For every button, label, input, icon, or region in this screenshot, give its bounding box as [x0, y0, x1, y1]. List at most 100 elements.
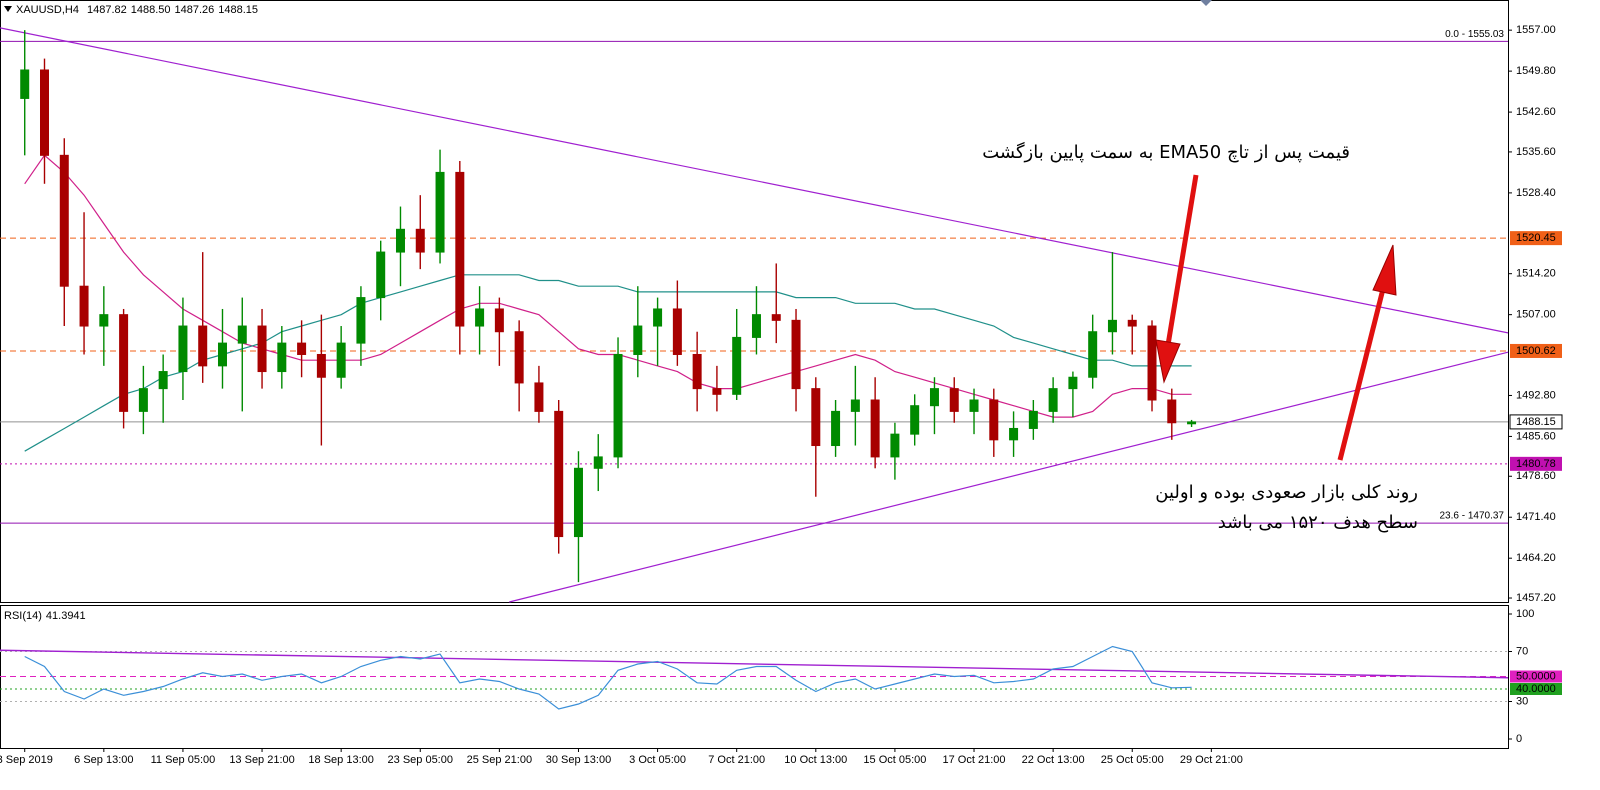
rsi-level-box: [1510, 670, 1562, 683]
symbol-menu-icon[interactable]: [4, 6, 12, 12]
candle-body: [297, 342, 307, 355]
open-label: 1487.82: [87, 4, 127, 16]
candle-body: [672, 308, 682, 355]
candle-body: [751, 314, 761, 338]
candle-body: [217, 342, 227, 367]
x-tick-label: 10 Oct 13:00: [784, 754, 847, 766]
x-tick-label: 25 Sep 21:00: [467, 754, 532, 766]
last-price-label: 1488.15: [1516, 416, 1556, 428]
y-tick-label: 1507.00: [1516, 309, 1556, 321]
candle-body: [850, 399, 860, 412]
x-tick-label: 23 Sep 05:00: [388, 754, 453, 766]
x-tick-label: 11 Sep 05:00: [151, 754, 216, 766]
trendline: [0, 27, 1509, 334]
candle-body: [890, 433, 900, 458]
candle-body: [554, 410, 564, 538]
candle-body: [277, 342, 287, 373]
x-tick-label: 3 Sep 2019: [0, 754, 53, 766]
annotation: قیمت پس از تاچ EMA50 به سمت پایین بازگشت: [982, 142, 1350, 163]
candle-body: [593, 456, 603, 469]
level-box: [1510, 231, 1562, 246]
candle-body: [831, 410, 841, 447]
y-tick-label: 1514.20: [1516, 268, 1556, 280]
y-tick-label: 1542.60: [1516, 106, 1556, 118]
candle-body: [732, 336, 742, 395]
candle-body: [870, 399, 880, 458]
candle-body: [178, 325, 188, 373]
annotation: روند کلی بازار صعودی بوده و اولین: [1155, 482, 1418, 503]
candle-body: [475, 308, 485, 327]
candle-body: [119, 314, 129, 412]
level-label: 0.0 - 1555.03: [1445, 29, 1504, 40]
candle-body: [613, 353, 623, 458]
low-label: 1487.26: [175, 4, 215, 16]
y-tick-label: 1478.60: [1516, 470, 1556, 482]
close-label: 1488.15: [218, 4, 258, 16]
candle-body: [59, 154, 69, 287]
candle-body: [455, 171, 465, 327]
candle-body: [1068, 376, 1078, 390]
rsi-level-label: 40.0000: [1516, 683, 1556, 695]
candle-body: [1028, 410, 1038, 429]
rsi-header: RSI(14) 41.3941: [4, 610, 86, 622]
candle-body: [712, 388, 722, 395]
x-tick-label: 30 Sep 13:00: [546, 754, 611, 766]
candle-body: [39, 69, 49, 156]
object-marker: [1200, 0, 1212, 6]
candle-body: [20, 69, 30, 99]
annotation: سطح هدف ۱۵۲۰ می باشد: [1217, 512, 1418, 533]
candle-body: [1009, 427, 1019, 441]
candle-body: [1088, 331, 1098, 378]
arrows: [1155, 174, 1397, 461]
candle-body: [1187, 421, 1197, 425]
candle-body: [237, 325, 247, 344]
rsi-tick-label: 70: [1516, 645, 1528, 657]
level-label: 23.6 - 1470.37: [1440, 511, 1505, 522]
y-tick-label: 1457.20: [1516, 592, 1556, 604]
candle-body: [771, 314, 781, 321]
candle-body: [494, 308, 504, 333]
candle-body: [257, 325, 267, 373]
candle-body: [395, 228, 405, 253]
candle-body: [573, 467, 583, 538]
x-tick-label: 18 Sep 13:00: [308, 754, 373, 766]
x-tick-label: 22 Oct 13:00: [1022, 754, 1085, 766]
high-label: 1488.50: [131, 4, 171, 16]
candle-body: [1127, 319, 1137, 327]
candle-body: [969, 399, 979, 412]
candle-body: [356, 297, 366, 344]
rsi-level-box: [1510, 683, 1562, 695]
rsi-label: RSI(14): [4, 610, 42, 622]
y-tick-label: 1464.20: [1516, 552, 1556, 564]
level-box: [1510, 343, 1562, 358]
candle-body: [138, 388, 148, 412]
candle-body: [198, 325, 208, 367]
rsi-level-label: 50.0000: [1516, 670, 1556, 682]
x-tick-label: 17 Oct 21:00: [943, 754, 1006, 766]
y-tick-label: 1471.40: [1516, 511, 1556, 523]
candle-body: [99, 314, 109, 327]
candle-body: [692, 353, 702, 390]
main-panel-frame: [0, 0, 1509, 603]
candle-body: [989, 399, 999, 441]
x-tick-label: 3 Oct 05:00: [629, 754, 686, 766]
candle-body: [514, 331, 524, 384]
y-tick-label: 1557.00: [1516, 24, 1556, 36]
candle-body: [415, 228, 425, 253]
candle-body: [376, 251, 386, 299]
y-tick-label: 1549.80: [1516, 65, 1556, 77]
candle-body: [1048, 388, 1058, 412]
y-tick-label: 1492.80: [1516, 389, 1556, 401]
candle-body: [534, 382, 544, 412]
candle-body: [811, 388, 821, 447]
x-tick-label: 15 Oct 05:00: [863, 754, 926, 766]
x-tick-label: 7 Oct 21:00: [708, 754, 765, 766]
y-tick-label: 1485.60: [1516, 430, 1556, 442]
x-tick-label: 13 Sep 21:00: [229, 754, 294, 766]
x-tick-label: 29 Oct 21:00: [1180, 754, 1243, 766]
candle-body: [1167, 399, 1177, 424]
candle-body: [949, 388, 959, 412]
symbol: XAUUSD,H4: [16, 4, 79, 16]
arrow-up: [1337, 284, 1387, 461]
